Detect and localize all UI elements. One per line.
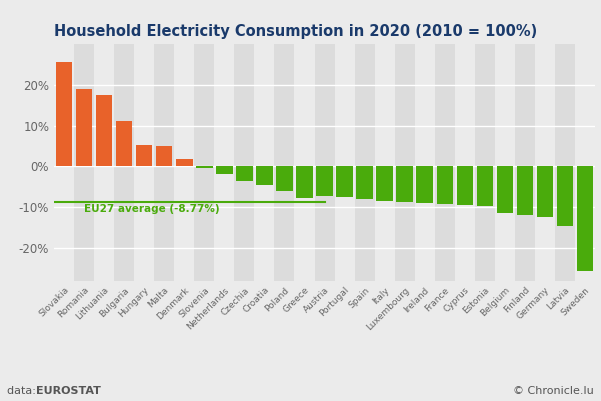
Bar: [475, 44, 495, 281]
Bar: [455, 44, 475, 281]
Bar: [116, 121, 132, 166]
Bar: [355, 44, 374, 281]
Bar: [174, 44, 194, 281]
Text: EU27 average (-8.77%): EU27 average (-8.77%): [84, 204, 220, 214]
Bar: [296, 166, 313, 198]
Bar: [457, 166, 473, 205]
Bar: [376, 166, 393, 201]
Bar: [495, 44, 515, 281]
Bar: [94, 44, 114, 281]
Bar: [416, 166, 433, 203]
Bar: [575, 44, 595, 281]
Bar: [557, 166, 573, 226]
Bar: [114, 44, 134, 281]
Bar: [136, 145, 153, 166]
Bar: [335, 44, 355, 281]
Bar: [176, 159, 192, 166]
Bar: [436, 166, 453, 204]
Bar: [395, 44, 415, 281]
Text: Household Electricity Consumption in 2020 (2010 = 100%): Household Electricity Consumption in 202…: [54, 24, 537, 39]
Bar: [56, 63, 72, 166]
Bar: [316, 166, 333, 196]
Bar: [276, 166, 293, 191]
Bar: [74, 44, 94, 281]
Bar: [294, 44, 314, 281]
Bar: [477, 166, 493, 207]
Bar: [517, 166, 533, 215]
Bar: [515, 44, 535, 281]
Text: EUROSTAT: EUROSTAT: [36, 386, 101, 396]
Bar: [96, 95, 112, 166]
Bar: [415, 44, 435, 281]
Bar: [154, 44, 174, 281]
Text: data:: data:: [7, 386, 40, 396]
Bar: [314, 44, 335, 281]
Bar: [194, 44, 215, 281]
Bar: [234, 44, 254, 281]
Bar: [397, 166, 413, 203]
Bar: [374, 44, 395, 281]
Bar: [537, 166, 553, 217]
Bar: [555, 44, 575, 281]
Bar: [156, 146, 172, 166]
Bar: [275, 44, 294, 281]
Bar: [196, 166, 213, 168]
Bar: [76, 89, 93, 166]
Text: © Chronicle.lu: © Chronicle.lu: [513, 386, 594, 396]
Bar: [256, 166, 273, 185]
Bar: [54, 44, 74, 281]
Bar: [236, 166, 252, 181]
Bar: [356, 166, 373, 199]
Bar: [496, 166, 513, 213]
Bar: [216, 166, 233, 174]
Bar: [134, 44, 154, 281]
Bar: [577, 166, 593, 271]
Bar: [337, 166, 353, 197]
Bar: [254, 44, 275, 281]
Bar: [535, 44, 555, 281]
Bar: [435, 44, 455, 281]
Bar: [215, 44, 234, 281]
